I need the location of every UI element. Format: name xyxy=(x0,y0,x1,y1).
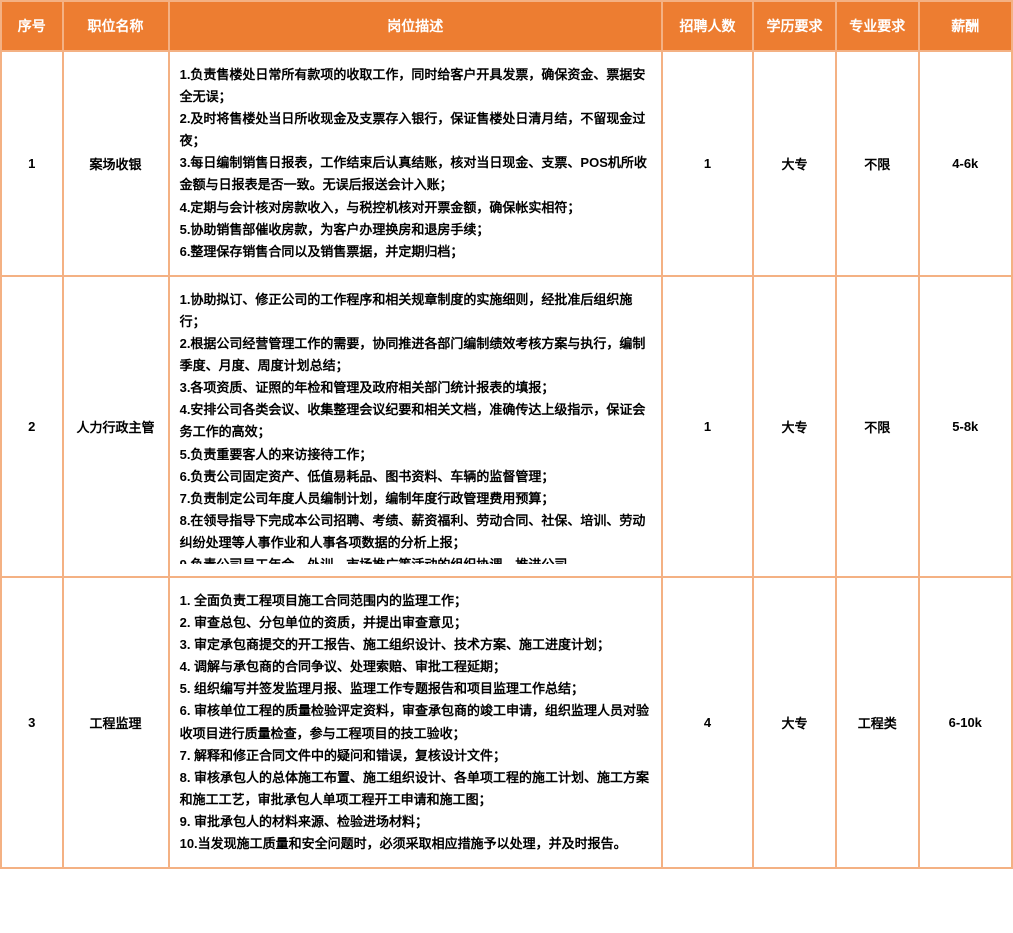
cell-edu: 大专 xyxy=(753,577,836,868)
cell-seq: 2 xyxy=(1,276,63,577)
table-body: 1案场收银1.负责售楼处日常所有款项的收取工作，同时给客户开具发票，确保资金、票… xyxy=(1,51,1012,868)
table-row: 1案场收银1.负责售楼处日常所有款项的收取工作，同时给客户开具发票，确保资金、票… xyxy=(1,51,1012,276)
header-seq: 序号 xyxy=(1,1,63,51)
cell-major: 工程类 xyxy=(836,577,919,868)
table-row: 2人力行政主管1.协助拟订、修正公司的工作程序和相关规章制度的实施细则，经批准后… xyxy=(1,276,1012,577)
table-header-row: 序号 职位名称 岗位描述 招聘人数 学历要求 专业要求 薪酬 xyxy=(1,1,1012,51)
header-desc: 岗位描述 xyxy=(169,1,662,51)
table-row: 3工程监理1. 全面负责工程项目施工合同范围内的监理工作； 2. 审查总包、分包… xyxy=(1,577,1012,868)
cell-desc: 1.负责售楼处日常所有款项的收取工作，同时给客户开具发票，确保资金、票据安全无误… xyxy=(169,51,662,276)
cell-edu: 大专 xyxy=(753,51,836,276)
cell-major: 不限 xyxy=(836,276,919,577)
cell-desc: 1. 全面负责工程项目施工合同范围内的监理工作； 2. 审查总包、分包单位的资质… xyxy=(169,577,662,868)
header-position: 职位名称 xyxy=(63,1,169,51)
job-table: 序号 职位名称 岗位描述 招聘人数 学历要求 专业要求 薪酬 1案场收银1.负责… xyxy=(0,0,1013,869)
cell-position: 工程监理 xyxy=(63,577,169,868)
cell-count: 1 xyxy=(662,51,753,276)
job-table-container: 序号 职位名称 岗位描述 招聘人数 学历要求 专业要求 薪酬 1案场收银1.负责… xyxy=(0,0,1013,869)
cell-edu: 大专 xyxy=(753,276,836,577)
cell-count: 4 xyxy=(662,577,753,868)
header-major: 专业要求 xyxy=(836,1,919,51)
cell-position: 人力行政主管 xyxy=(63,276,169,577)
cell-salary: 6-10k xyxy=(919,577,1012,868)
cell-salary: 4-6k xyxy=(919,51,1012,276)
cell-salary: 5-8k xyxy=(919,276,1012,577)
cell-seq: 1 xyxy=(1,51,63,276)
cell-count: 1 xyxy=(662,276,753,577)
header-salary: 薪酬 xyxy=(919,1,1012,51)
cell-major: 不限 xyxy=(836,51,919,276)
cell-desc: 1.协助拟订、修正公司的工作程序和相关规章制度的实施细则，经批准后组织施行； 2… xyxy=(169,276,662,577)
header-edu: 学历要求 xyxy=(753,1,836,51)
header-count: 招聘人数 xyxy=(662,1,753,51)
cell-seq: 3 xyxy=(1,577,63,868)
cell-position: 案场收银 xyxy=(63,51,169,276)
